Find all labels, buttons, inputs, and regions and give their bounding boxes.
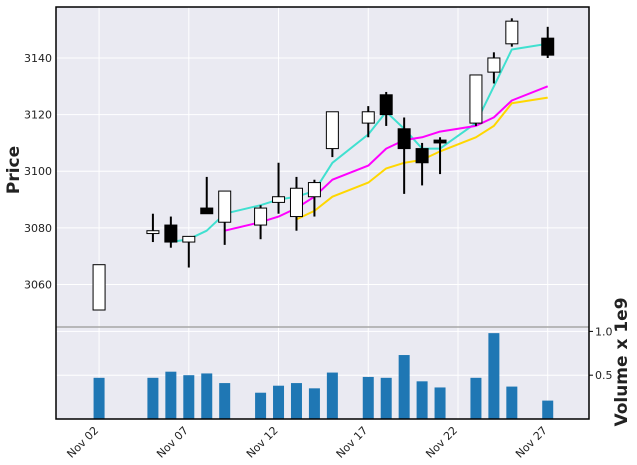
volume-bar xyxy=(398,355,410,419)
volume-bar xyxy=(183,375,195,419)
moving-average-line-2 xyxy=(224,85,549,232)
volume-bar xyxy=(506,386,518,419)
volume-axis-title: Volume x 1e9 xyxy=(612,297,632,426)
date-tick-label: Nov 27 xyxy=(513,424,550,461)
price-tick-label: 3080 xyxy=(24,222,52,235)
price-tick-labels: 3060 3080 3100 3120 3140 xyxy=(24,52,52,292)
volume-bar xyxy=(416,381,428,419)
volume-tick-labels: 0.5 1.0 xyxy=(589,325,613,382)
chart-frame xyxy=(55,6,590,420)
volume-tick-label: 1.0 xyxy=(595,325,613,338)
candle-down xyxy=(200,207,214,215)
volume-bar xyxy=(165,371,177,419)
candle-down xyxy=(379,94,393,116)
volume-bar xyxy=(308,388,320,419)
candle-down xyxy=(433,139,447,144)
candle-up xyxy=(307,182,321,198)
date-tick-label: Nov 12 xyxy=(244,424,281,461)
candle-up xyxy=(325,111,339,150)
candle-down xyxy=(397,128,411,150)
volume-bar xyxy=(290,383,302,419)
date-tick-label: Nov 17 xyxy=(334,424,371,461)
grid-lines xyxy=(56,7,589,419)
price-tick-label: 3140 xyxy=(24,52,52,65)
volume-bar xyxy=(380,377,392,419)
candle-up xyxy=(361,111,375,124)
volume-bar xyxy=(147,377,159,419)
candle-up xyxy=(146,230,160,235)
volume-bars xyxy=(93,333,554,419)
volume-bar xyxy=(255,392,267,419)
date-tick-label: Nov 02 xyxy=(64,424,101,461)
price-tick-label: 3120 xyxy=(24,109,52,122)
candle-up xyxy=(469,74,483,124)
candles xyxy=(92,18,555,311)
price-tick-label: 3060 xyxy=(24,279,52,292)
date-tick-label: Nov 07 xyxy=(154,424,191,461)
price-tick-label: 3100 xyxy=(24,165,52,178)
candle-down xyxy=(415,148,429,164)
candle-up xyxy=(182,235,196,243)
date-tick-labels: Nov 02 Nov 07 Nov 12 Nov 17 Nov 22 Nov 27 xyxy=(64,424,549,461)
candle-up xyxy=(272,196,286,203)
candle-down xyxy=(541,37,555,56)
volume-bar xyxy=(542,400,554,419)
candle-down xyxy=(164,224,178,243)
candle-up xyxy=(218,190,232,223)
volume-bar xyxy=(488,333,500,419)
candle-up xyxy=(505,20,519,45)
price-axis-title: Price xyxy=(4,146,24,194)
candle-up xyxy=(92,264,106,311)
date-tick-label: Nov 22 xyxy=(423,424,460,461)
candle-up xyxy=(289,187,303,218)
volume-bar xyxy=(93,377,105,419)
volume-bar xyxy=(326,372,338,419)
moving-average-line-3 xyxy=(296,96,548,221)
volume-bar xyxy=(434,387,446,419)
volume-bar xyxy=(362,376,374,419)
plot-border xyxy=(55,6,590,420)
volume-bar xyxy=(273,385,285,419)
volume-bar xyxy=(219,383,231,419)
candle-up xyxy=(487,57,501,73)
volume-bar xyxy=(470,377,482,419)
volume-panel-background xyxy=(56,327,589,419)
volume-bar xyxy=(201,373,213,419)
volume-tick-label: 0.5 xyxy=(595,369,613,382)
candle-up xyxy=(254,207,268,226)
